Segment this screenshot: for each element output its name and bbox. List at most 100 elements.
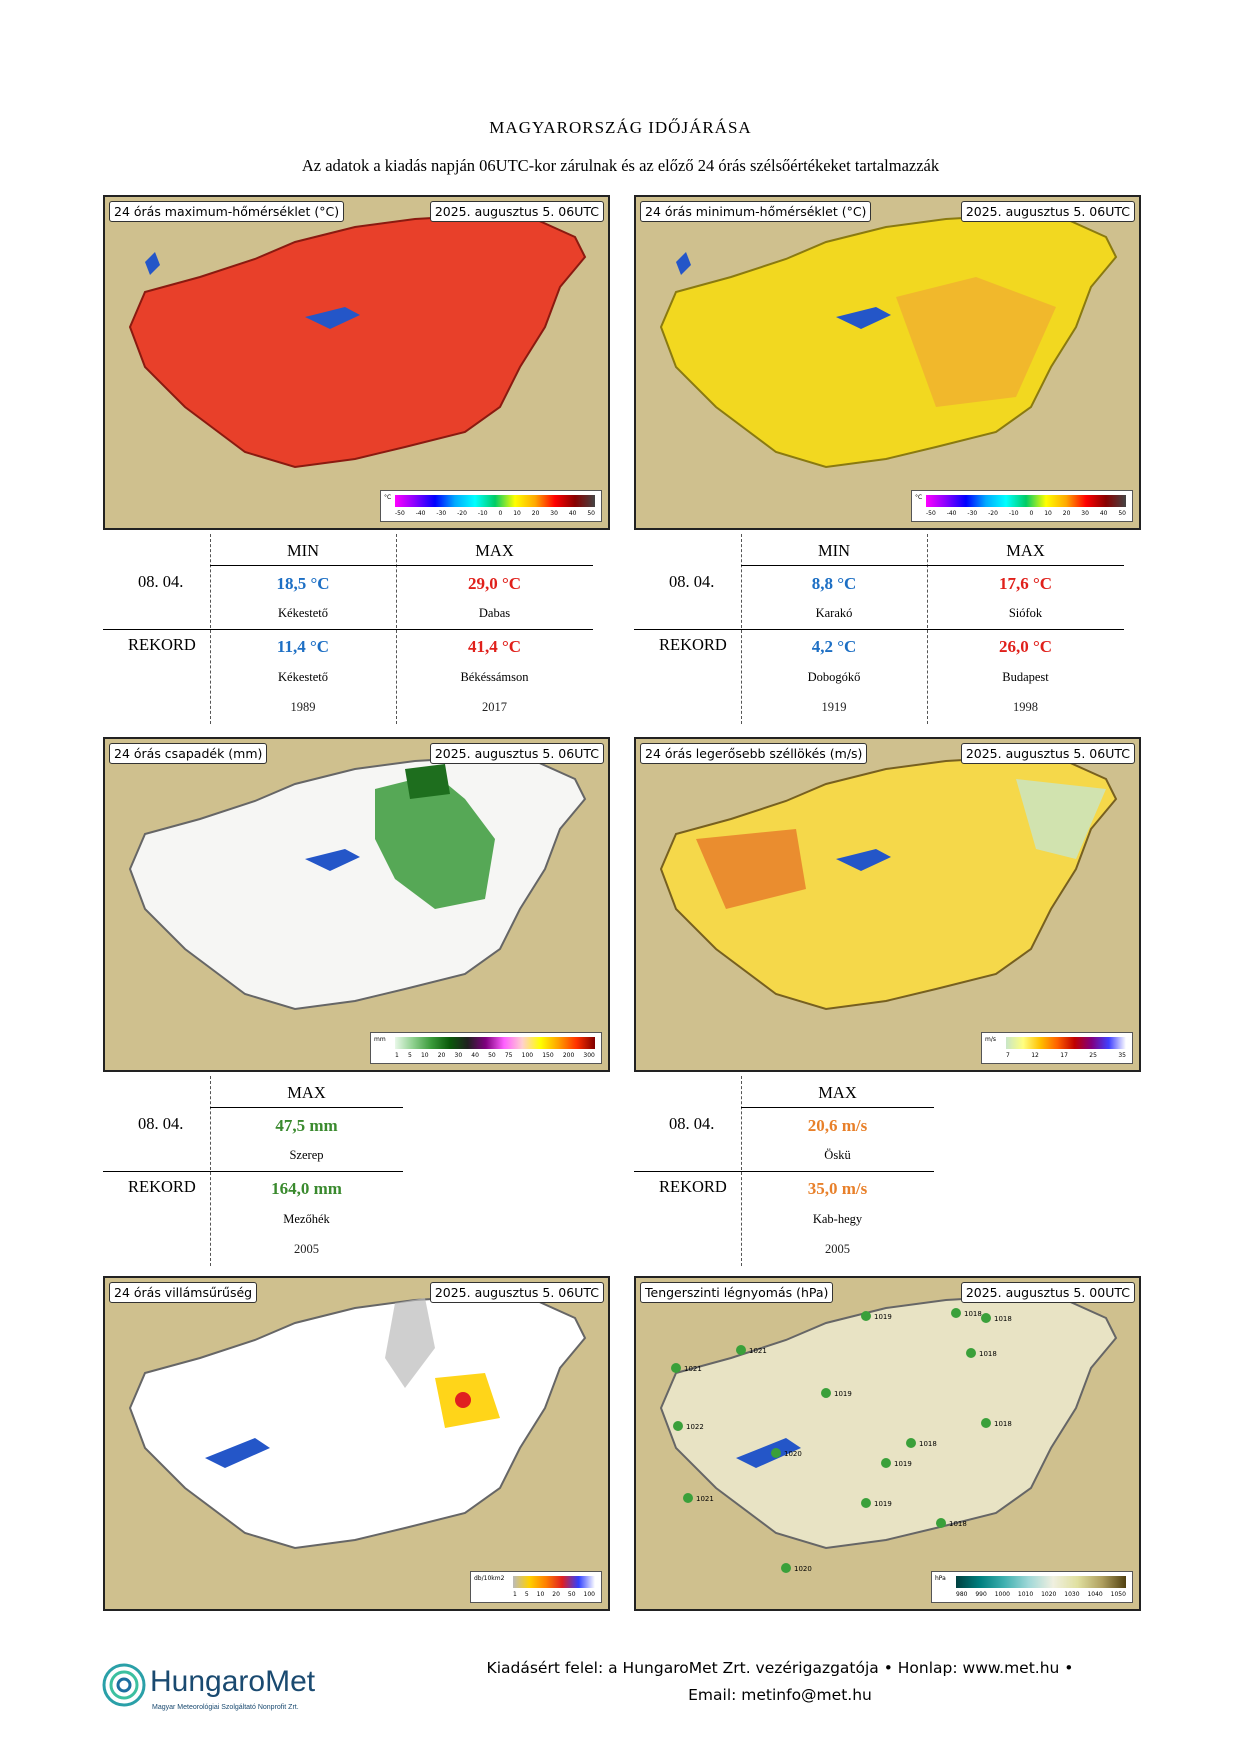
legend-tick-label: 5 (524, 1591, 529, 1598)
legend-tick-label: 10 (1044, 510, 1052, 517)
legend-tick-label: 20 (1062, 510, 1071, 517)
pressure-stations: 1021 1021 1022 1020 1021 1019 1018 1019 1018 1019… (671, 1308, 1012, 1573)
hungaromet-logo: HungaroMet Magyar Meteorológiai Szolgált… (100, 1656, 360, 1714)
min-temperature-stats: MIN MAX 08. 04. 8,8 °C 17,6 °C Karakó Si… (634, 534, 1124, 724)
pressure-station-label: 1018 (979, 1350, 997, 1358)
day-min-value: 18,5 °C (276, 574, 330, 593)
day-max-location: Szerep (289, 1148, 324, 1162)
header-rule (741, 1107, 934, 1108)
legend-unit: °C (384, 494, 392, 501)
legend-tick-label: 10 (513, 510, 521, 517)
legend-tick-label: 200 (562, 1052, 575, 1059)
record-max-year: 2005 (825, 1242, 850, 1256)
record-min-location: Dobogókő (807, 670, 861, 684)
day-min-location: Kékestető (278, 606, 328, 620)
sea-level-pressure-map-heading: Tengerszinti légnyomás (hPa) (640, 1282, 834, 1303)
pressure-station-label: 1018 (994, 1420, 1012, 1428)
legend-tick-label: 30 (454, 1052, 463, 1059)
legend-tick-label: 20 (531, 510, 540, 517)
legend-tick-label: 100 (583, 1591, 595, 1598)
header-rule (741, 565, 1124, 566)
max-temperature-map-date: 2025. augusztus 5. 06UTC (429, 201, 604, 222)
max-temperature-map-heading: 24 órás maximum-hőmérséklet (°C) (109, 201, 345, 222)
legend-tick-label: 50 (488, 1052, 496, 1059)
max-temperature-map-graphic (105, 197, 608, 528)
col-header-max: MAX (287, 1083, 326, 1102)
lightning-density-map-date: 2025. augusztus 5. 06UTC (429, 1282, 604, 1303)
header-rule (210, 1107, 403, 1108)
record-max-location: Budapest (1002, 670, 1049, 684)
row-rule (103, 1171, 403, 1172)
legend-tick-label: 40 (471, 1052, 479, 1059)
record-min-year: 1919 (821, 700, 847, 714)
legend-tick-label: 10 (420, 1052, 429, 1059)
day-row-label: 08. 04. (138, 1114, 184, 1133)
precipitation-map-date: 2025. augusztus 5. 06UTC (429, 743, 604, 764)
record-min-location: Kékestető (278, 670, 328, 684)
pressure-station-marker (861, 1498, 871, 1508)
legend-tick-label: 1040 (1087, 1591, 1103, 1598)
legend-unit: mm (374, 1036, 386, 1043)
legend-tick-label: 30 (1081, 510, 1089, 517)
lightning-density-map: 24 órás villámsűrűség 2025. augusztus 5.… (103, 1276, 610, 1611)
pressure-station-label: 1020 (794, 1565, 812, 1573)
wind-gust-legend: m/s 7 12 17 25 35 (981, 1032, 1133, 1064)
page-title: MAGYARORSZÁG IDŐJÁRÁSA (489, 118, 752, 137)
day-max-value: 47,5 mm (275, 1116, 338, 1135)
precipitation-map-heading: 24 órás csapadék (mm) (109, 743, 268, 764)
record-max-year: 2005 (294, 1242, 319, 1256)
sea-level-pressure-map-graphic: 1021 1021 1022 1020 1021 1019 1018 1019 1018 1019… (636, 1278, 1139, 1609)
header-rule (210, 565, 593, 566)
record-max-location: Békéssámson (460, 670, 529, 684)
legend-tick-label: 980 (956, 1591, 968, 1598)
pressure-station-label: 1021 (749, 1347, 767, 1355)
legend-color-bar (1006, 1037, 1126, 1049)
day-max-value: 17,6 °C (998, 574, 1053, 593)
pressure-station-marker (736, 1345, 746, 1355)
legend-unit: m/s (985, 1036, 996, 1043)
legend-tick-label: 17 (1060, 1052, 1068, 1059)
legend-tick-label: -50 (926, 510, 936, 517)
pressure-station-label: 1018 (964, 1310, 982, 1318)
legend-tick-label: -20 (988, 510, 998, 517)
pressure-station-marker (771, 1448, 781, 1458)
min-temperature-map-heading: 24 órás minimum-hőmérséklet (°C) (640, 201, 872, 222)
record-row-label: REKORD (659, 1177, 727, 1196)
precipitation-stats: MAX 08. 04. 47,5 mm Szerep REKORD 164,0 … (103, 1076, 403, 1266)
min-temperature-legend: °C -50 -40 -30 -20 -10 0 10 20 30 40 50 (911, 490, 1133, 522)
record-min-value: 4,2 °C (811, 637, 857, 656)
sea-level-pressure-legend: hPa 980 990 1000 1010 1020 1030 1040 1050 (931, 1571, 1133, 1603)
pressure-station-label: 1021 (684, 1365, 702, 1373)
day-max-location: Öskü (824, 1148, 851, 1162)
pressure-station-marker (781, 1563, 791, 1573)
legend-tick-label: 40 (568, 510, 577, 517)
legend-tick-label: -40 (415, 510, 426, 517)
legend-tick-label: 100 (521, 1052, 534, 1059)
legend-tick-label: 1010 (1017, 1591, 1034, 1598)
day-max-location: Siófok (1008, 606, 1043, 620)
pressure-station-marker (906, 1438, 916, 1448)
record-max-value: 35,0 m/s (807, 1179, 868, 1198)
legend-color-bar (395, 1037, 595, 1049)
pressure-station-marker (821, 1388, 831, 1398)
legend-tick-label: 1020 (1041, 1591, 1057, 1598)
legend-ticks: 1 5 10 20 30 40 50 75 100 150 200 300 (395, 1052, 595, 1059)
day-row-label: 08. 04. (669, 572, 715, 591)
precipitation-map-graphic (105, 739, 608, 1070)
day-max-value: 29,0 °C (467, 574, 522, 593)
legend-tick-label: 25 (1089, 1052, 1097, 1059)
wind-gust-map-graphic (636, 739, 1139, 1070)
legend-tick-label: -40 (946, 510, 957, 517)
lightning-density-legend: db/10km2 1 5 10 20 50 100 (470, 1571, 602, 1603)
legend-tick-label: 12 (1031, 1052, 1039, 1059)
legend-tick-label: -50 (395, 510, 405, 517)
legend-tick-label: 0 (1029, 510, 1034, 517)
col-header-min: MIN (286, 541, 320, 560)
legend-tick-label: 35 (1118, 1052, 1126, 1059)
day-min-location: Karakó (815, 606, 853, 620)
legend-tick-label: 990 (975, 1591, 987, 1598)
record-max-value: 164,0 mm (271, 1179, 342, 1198)
pressure-station-marker (671, 1363, 681, 1373)
day-row-label: 08. 04. (138, 572, 184, 591)
legend-tick-label: 50 (567, 1591, 576, 1598)
